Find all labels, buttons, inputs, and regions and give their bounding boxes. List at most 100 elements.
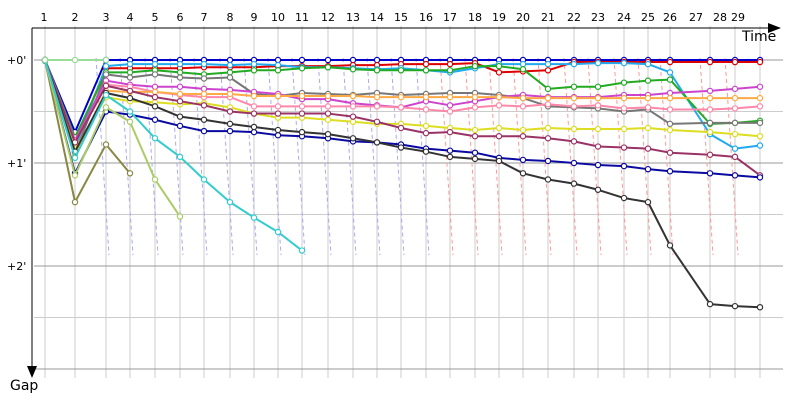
transition-line-22 [563, 57, 578, 256]
point-s7-x25 [644, 104, 652, 111]
point-s7-x28 [731, 105, 739, 112]
point-s12-x14 [373, 139, 381, 146]
point-s4-x11 [298, 65, 306, 72]
point-s15-x11 [298, 247, 306, 254]
point-s10-x21 [544, 135, 552, 142]
point-s8-x5 [151, 88, 159, 96]
point-s8-x15 [397, 93, 405, 101]
x-axis-title: Time [741, 29, 776, 45]
point-s9-x24 [620, 125, 628, 133]
point-s14-x5 [151, 176, 159, 183]
point-s11-x29 [756, 174, 764, 181]
point-s15-x5 [151, 135, 159, 142]
point-s4-x16 [422, 67, 430, 74]
point-s12-x23 [594, 186, 602, 193]
point-s16-x1 [41, 56, 49, 64]
point-s6-x5 [151, 83, 159, 90]
point-s3-x5 [151, 60, 159, 68]
point-s11-x17 [446, 147, 454, 154]
point-s16-x2 [71, 56, 79, 64]
point-s5-x26 [666, 120, 674, 128]
point-s1-x13 [349, 56, 357, 64]
point-s8-x22 [570, 94, 578, 102]
point-s9-x29 [756, 133, 764, 140]
point-s3-x28 [731, 145, 739, 152]
transition-line-11 [291, 57, 306, 256]
point-s7-x10 [274, 103, 282, 110]
point-s11-x24 [620, 162, 628, 170]
point-s6-x29 [756, 83, 764, 90]
y-axis-arrow [27, 366, 37, 378]
point-s9-x27 [706, 128, 714, 136]
point-s6-x7 [200, 85, 208, 93]
point-s14-x6 [176, 213, 184, 220]
point-s7-x11 [298, 103, 306, 110]
point-s7-x21 [544, 101, 552, 108]
point-s4-x18 [471, 62, 479, 70]
x-tick-label-10: 10 [271, 11, 285, 24]
point-s7-x18 [471, 104, 479, 111]
point-s3-x21 [544, 60, 552, 68]
point-s4-x23 [594, 83, 602, 90]
point-s3-x6 [176, 60, 184, 68]
point-s15-x8 [226, 198, 234, 206]
point-s9-x28 [731, 130, 739, 138]
point-s7-x19 [495, 102, 503, 109]
point-s4-x10 [274, 67, 282, 74]
transition-line-24 [613, 57, 628, 256]
transition-line-13 [342, 57, 357, 256]
point-s11-x7 [200, 127, 208, 135]
point-s10-x24 [620, 144, 628, 151]
point-s6-x28 [731, 85, 739, 93]
point-s12-x8 [226, 120, 234, 128]
point-s12-x20 [519, 170, 527, 177]
point-s11-x27 [706, 170, 714, 177]
point-s6-x26 [666, 89, 674, 97]
x-tick-label-18: 18 [468, 11, 482, 24]
y-tick-label-1: +1' [7, 157, 26, 170]
point-s11-x21 [544, 157, 552, 165]
x-tick-label-9: 9 [251, 11, 258, 24]
point-s10-x13 [349, 113, 357, 120]
point-s1-x12 [324, 56, 332, 64]
point-s2-x28 [731, 58, 739, 66]
point-s3-x9 [250, 60, 258, 68]
point-s11-x28 [731, 172, 739, 179]
point-s3-x23 [594, 59, 602, 67]
y-tick-label-2: +2' [7, 260, 26, 273]
point-s7-x24 [620, 105, 628, 112]
point-s9-x16 [422, 122, 430, 130]
point-s2-x19 [495, 69, 503, 76]
point-s3-x3 [102, 62, 110, 70]
point-s10-x16 [422, 129, 430, 137]
point-s4-x19 [495, 62, 503, 70]
point-s8-x12 [324, 92, 332, 100]
point-s12-x18 [471, 155, 479, 163]
point-s9-x22 [570, 125, 578, 133]
point-s11-x22 [570, 159, 578, 167]
point-s12-x7 [200, 116, 208, 123]
point-s3-x8 [226, 61, 234, 69]
point-s12-x29 [756, 304, 764, 311]
point-s4-x17 [446, 67, 454, 74]
point-s10-x4 [126, 87, 134, 95]
point-s12-x10 [274, 126, 282, 134]
x-tick-label-20: 20 [516, 11, 530, 24]
point-s9-x25 [644, 124, 652, 132]
point-s5-x28 [731, 119, 739, 127]
x-tick-label-13: 13 [346, 11, 360, 24]
point-s12-x28 [731, 302, 739, 310]
point-s8-x21 [544, 94, 552, 102]
point-s10-x9 [250, 110, 258, 117]
point-s8-x19 [495, 93, 503, 101]
point-s14-x4 [126, 118, 134, 126]
point-s11-x5 [151, 116, 159, 123]
x-tick-label-27: 27 [689, 11, 703, 24]
point-s9-x19 [495, 124, 503, 132]
point-s8-x26 [666, 94, 674, 102]
point-s7-x13 [349, 103, 357, 110]
point-s15-x7 [200, 176, 208, 183]
point-s2-x29 [756, 58, 764, 66]
point-s1-x14 [373, 56, 381, 64]
x-tick-label-29: 29 [731, 11, 745, 24]
